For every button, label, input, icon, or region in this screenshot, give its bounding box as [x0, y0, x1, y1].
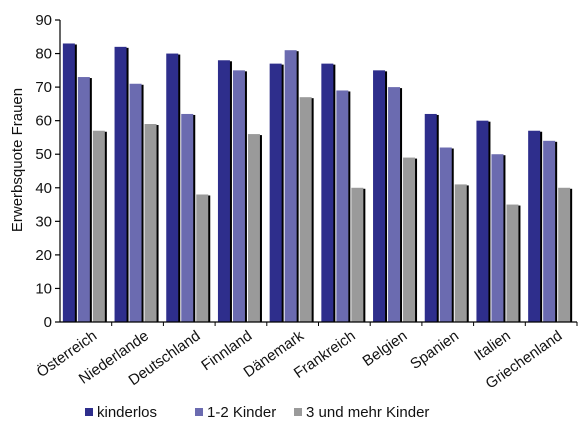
bar-1 [269, 63, 282, 322]
legend-label: 3 und mehr Kinder [306, 404, 429, 421]
y-tick-label: 20 [35, 247, 52, 264]
bar-3 [558, 187, 571, 322]
y-tick-label: 50 [35, 146, 52, 163]
bar-3 [247, 134, 260, 322]
x-tick-label: Belgien [360, 327, 411, 370]
legend: kinderlos 1-2 Kinder 3 und mehr Kinder [85, 404, 429, 421]
y-tick-label: 10 [35, 280, 52, 297]
bars [62, 43, 573, 323]
bar-1 [424, 113, 437, 322]
bar-1 [217, 60, 230, 323]
bar-2 [336, 90, 349, 322]
bar-3 [299, 97, 312, 322]
legend-swatch [85, 408, 93, 416]
bar-2 [388, 87, 401, 322]
bar-3 [506, 204, 519, 322]
bar-2 [439, 147, 452, 322]
bar-3 [454, 184, 467, 322]
bar-2 [232, 70, 245, 322]
bar-3 [92, 130, 105, 322]
bar-3 [196, 194, 209, 322]
bar-1 [476, 120, 489, 323]
bar-2 [181, 113, 194, 322]
bar-1 [166, 53, 179, 323]
bar-1 [114, 46, 127, 322]
y-tick-label: 40 [35, 180, 52, 197]
y-tick-label: 30 [35, 213, 52, 230]
y-tick-label: 90 [35, 12, 52, 29]
bar-3 [144, 124, 157, 323]
bar-2 [543, 140, 556, 322]
legend-swatch [195, 408, 203, 416]
legend-swatch [294, 408, 302, 416]
x-tick-label: Italien [471, 327, 514, 364]
bar-2 [491, 154, 504, 322]
y-axis-label: Erwerbsquote Frauen [9, 88, 26, 232]
y-tick-label: 70 [35, 79, 52, 96]
bar-2 [284, 50, 297, 322]
y-axis-ticks: 0 10 20 30 40 50 60 70 80 90 [35, 12, 60, 331]
bar-2 [129, 83, 142, 322]
x-tick-label: Spanien [407, 327, 462, 373]
bar-2 [77, 77, 90, 323]
bar-3 [351, 187, 364, 322]
y-tick-label: 0 [44, 314, 52, 331]
x-axis-labels: ÖsterreichNiederlandeDeutschlandFinnland… [33, 322, 578, 392]
legend-label: 1-2 Kinder [207, 404, 276, 421]
legend-label: kinderlos [97, 404, 157, 421]
bar-1 [62, 43, 75, 322]
bar-1 [373, 70, 386, 322]
bar-1 [528, 130, 541, 322]
y-tick-label: 60 [35, 113, 52, 130]
y-tick-label: 80 [35, 46, 52, 63]
bar-3 [403, 157, 416, 322]
bar-1 [321, 63, 334, 322]
